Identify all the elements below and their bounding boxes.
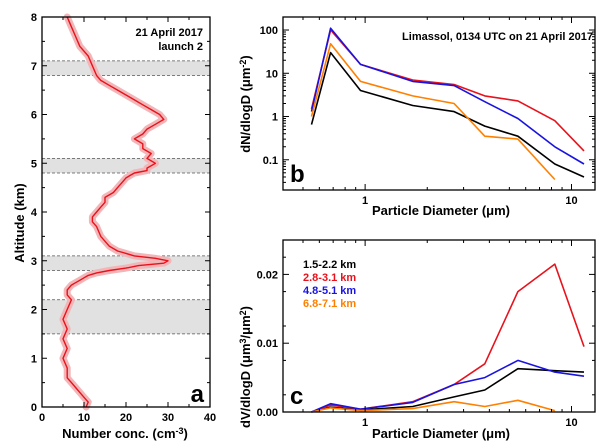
y-tick-label: 0 bbox=[31, 402, 37, 414]
x-tick-label: 10 bbox=[78, 412, 90, 424]
panel-a-altitude-profile: Altitude (km) Number conc. (cm-3) 0 10 20 3… bbox=[12, 12, 216, 441]
panel-a-ylabel: Altitude (km) bbox=[12, 183, 27, 262]
panel-c-volume-size-distribution: dV/dlogD (μm3/μm2) Particle Diameter (μm… bbox=[238, 239, 596, 441]
panel-b-ylabel-text: dN/dlogD (μm bbox=[238, 68, 253, 153]
panel-b-series-line-1 bbox=[310, 51, 585, 178]
profile-line bbox=[62, 16, 169, 408]
panel-b-number-size-distribution: Limassol, 0134 UTC on 21 April 2017 dN/d… bbox=[238, 16, 596, 218]
panel-a-xlabel-sup: -3 bbox=[176, 426, 184, 436]
panel-c-ylabel: dV/dlogD (μm3/μm2) bbox=[238, 306, 253, 428]
annotation-line: 21 April 2017 bbox=[136, 27, 203, 39]
panel-b-series-line-3 bbox=[310, 27, 585, 165]
layer-band bbox=[42, 60, 210, 76]
panel-c-xlabel: Particle Diameter (μm) bbox=[372, 426, 510, 441]
y-tick-label: 7 bbox=[31, 61, 37, 73]
legend-entry: 2.8-3.1 km bbox=[303, 272, 356, 284]
y-tick-label: 0.02 bbox=[257, 269, 278, 281]
x-tick-label: 1 bbox=[362, 417, 368, 429]
panel-a-xlabel-end: ) bbox=[184, 426, 188, 441]
panel-a-xlabel: Number conc. (cm-3) bbox=[62, 426, 188, 441]
x-tick-label: 30 bbox=[162, 412, 174, 424]
y-tick-label: 6 bbox=[31, 110, 37, 122]
panel-b-title: Limassol, 0134 UTC on 21 April 2017 bbox=[402, 31, 593, 43]
x-tick-label: 40 bbox=[204, 412, 216, 424]
panel-letter: b bbox=[290, 161, 305, 188]
y-tick-label: 0.1 bbox=[263, 155, 278, 167]
y-tick-label: 1 bbox=[31, 353, 37, 365]
panel-b-series-line-4 bbox=[310, 42, 556, 181]
panel-c-series-line-4 bbox=[311, 399, 556, 413]
panel-c-ylabel-text: dV/dlogD (μm bbox=[238, 344, 253, 429]
x-tick-label: 10 bbox=[565, 195, 577, 207]
legend-entry: 4.8-5.1 km bbox=[303, 285, 356, 297]
y-tick-label: 100 bbox=[260, 25, 278, 37]
y-tick-label: 1 bbox=[272, 112, 278, 124]
x-tick-label: 1 bbox=[362, 195, 368, 207]
y-tick-label: 2 bbox=[31, 305, 37, 317]
y-tick-label: 0.01 bbox=[257, 338, 278, 350]
panel-c-series-line-3 bbox=[311, 359, 585, 413]
legend-entry: 6.8-7.1 km bbox=[303, 298, 356, 310]
panel-b-xlabel: Particle Diameter (μm) bbox=[372, 203, 510, 218]
y-tick-label: 4 bbox=[31, 207, 38, 219]
panel-c-ylabel-sup2: 2 bbox=[238, 310, 248, 315]
y-tick-label: 3 bbox=[31, 256, 37, 268]
panel-b-ylabel: dN/dlogD (μm-2) bbox=[238, 55, 253, 153]
y-tick-label: 5 bbox=[31, 158, 37, 170]
panel-b-ylabel-sup: -2 bbox=[238, 60, 248, 68]
panel-c-ylabel-mid: /μm bbox=[238, 315, 253, 338]
legend-entry: 1.5-2.2 km bbox=[303, 259, 356, 271]
panel-c-series-line-1 bbox=[311, 367, 585, 413]
panel-b-series-line-2 bbox=[310, 29, 585, 152]
x-tick-label: 20 bbox=[120, 412, 132, 424]
y-tick-label: 0.00 bbox=[257, 407, 278, 419]
panel-letter: c bbox=[290, 383, 303, 410]
x-tick-label: 0 bbox=[39, 412, 45, 424]
x-tick-label: 10 bbox=[565, 417, 577, 429]
panel-a-xlabel-text: Number conc. (cm bbox=[62, 426, 175, 441]
panel-letter: a bbox=[191, 381, 205, 408]
annotation-line: launch 2 bbox=[158, 41, 203, 53]
y-tick-label: 8 bbox=[31, 12, 37, 24]
y-tick-label: 10 bbox=[266, 68, 278, 80]
panel-b-ylabel-end: ) bbox=[238, 55, 253, 59]
layer-band bbox=[42, 158, 210, 173]
panel-c-ylabel-sup: 3 bbox=[238, 338, 248, 343]
panel-c-ylabel-end: ) bbox=[238, 306, 253, 310]
